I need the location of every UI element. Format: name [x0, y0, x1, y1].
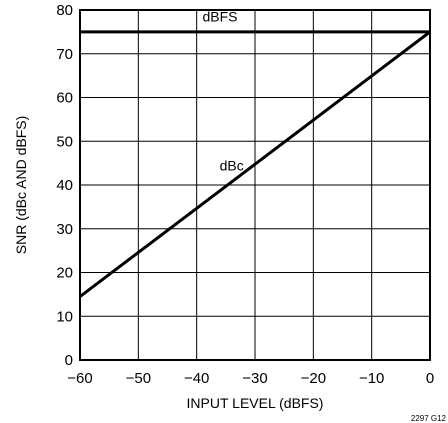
series-lines — [79, 30, 431, 298]
grid-lines — [79, 9, 431, 361]
x-axis-label: INPUT LEVEL (dBFS) — [187, 395, 324, 411]
figure-id: 2297 G12 — [411, 414, 447, 423]
y-tick-label: 70 — [56, 46, 73, 63]
y-tick-label: 80 — [56, 2, 73, 19]
x-tick-label: −20 — [301, 370, 326, 387]
x-tick-labels: −60 −50 −40 −30 −20 −10 0 — [67, 370, 434, 387]
x-tick-label: −60 — [67, 370, 92, 387]
y-tick-label: 30 — [56, 221, 73, 238]
series-line-dbc — [79, 30, 431, 298]
y-tick-label: 60 — [56, 90, 73, 107]
series-label-dbc: dBc — [220, 157, 244, 173]
y-tick-label: 0 — [65, 352, 73, 369]
x-tick-label: −10 — [359, 370, 384, 387]
y-axis-label: SNR (dBc AND dBFS) — [13, 116, 29, 254]
x-tick-label: −50 — [126, 370, 151, 387]
x-tick-label: −40 — [184, 370, 209, 387]
y-tick-label: 10 — [56, 308, 73, 325]
series-annotations: dBFS dBc — [202, 9, 243, 174]
y-tick-labels: 0 10 20 30 40 50 60 70 80 — [56, 2, 73, 369]
series-label-dbfs: dBFS — [202, 9, 237, 25]
y-tick-label: 20 — [56, 265, 73, 282]
y-tick-label: 40 — [56, 177, 73, 194]
x-tick-label: 0 — [426, 370, 434, 387]
x-tick-label: −30 — [242, 370, 267, 387]
y-tick-label: 50 — [56, 133, 73, 150]
plot-frame — [79, 9, 431, 361]
